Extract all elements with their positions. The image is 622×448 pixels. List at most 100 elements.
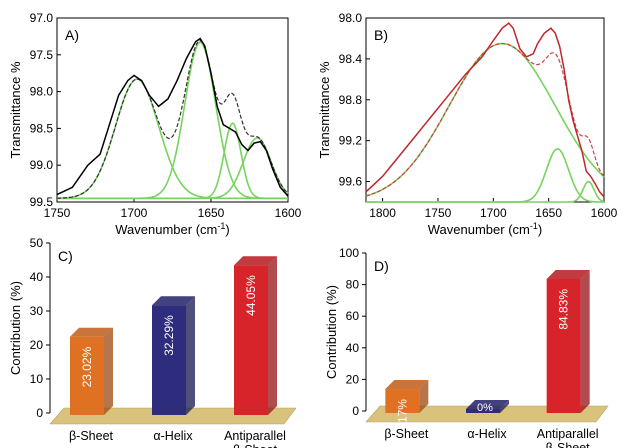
bar-side-shade	[580, 269, 590, 413]
category-label: β-Sheet	[384, 427, 429, 441]
panel-label: C)	[58, 248, 73, 264]
y-tick-label: 99.6	[339, 175, 363, 189]
x-tick-label: 1600	[591, 206, 618, 220]
bar-panel-c: 0 10 20 30 40 50 23.02% β-Sheet 32.29% α-Helix 44.…	[8, 236, 297, 448]
x-tick-label: 1750	[44, 206, 71, 220]
y-tick-label: 99.2	[339, 134, 363, 148]
category-label-line2: β-Sheet	[546, 441, 591, 448]
x-axis-label: Wavenumber (cm-1)	[428, 221, 542, 237]
y-axis-label: Contribution (%)	[8, 281, 23, 375]
x-tick-label: 1800	[369, 206, 396, 220]
bar-side-shade	[268, 256, 277, 415]
bar-side-shade	[500, 400, 509, 413]
bar-top	[152, 296, 195, 306]
y-tick-label: 100	[339, 246, 359, 260]
bar-panel-d: 02040608010015.17%β-Sheet0%α-Helix84.83%…	[324, 246, 609, 448]
bar-1: 23.02%	[70, 327, 113, 415]
y-tick-label: 98.0	[30, 85, 54, 99]
bar-top-shade	[466, 400, 509, 409]
bar-top	[70, 327, 113, 337]
spectrum-panel-b: 98.0 98.4 98.8 99.2 99.6 1800 1750 1700 1650 1600…	[317, 11, 618, 237]
fit-component-3	[366, 180, 605, 203]
bar-side	[186, 296, 195, 415]
y-tick-label: 97.5	[30, 48, 54, 62]
y-tick-label: 20	[30, 338, 44, 352]
bar-front	[152, 305, 186, 415]
bar-top	[385, 380, 429, 390]
y-tick-label: 99.5	[30, 195, 54, 209]
bar-1: 15.17%	[385, 380, 429, 440]
plot-frame	[56, 17, 289, 203]
bar-top-shade	[546, 269, 590, 279]
y-tick-label: 40	[30, 270, 44, 284]
y-tick-label: 40	[346, 341, 360, 355]
category-label: β-Sheet	[69, 429, 114, 443]
x-tick-label: 1600	[275, 206, 302, 220]
y-tick-label: 98.0	[339, 11, 363, 25]
category-label: Antiparallel	[537, 427, 599, 441]
x-axis-label-close: )	[538, 222, 542, 237]
bar-top	[546, 269, 590, 279]
bar-front	[70, 336, 104, 415]
measured-spectrum	[365, 22, 605, 198]
bar-top	[234, 256, 277, 266]
y-tick-label: 80	[346, 278, 360, 292]
x-axis-label-close: )	[225, 222, 229, 237]
panel-label: D)	[374, 258, 389, 274]
y-tick-label: 20	[346, 372, 360, 386]
category-label: α-Helix	[467, 427, 507, 441]
fit-component-1	[57, 78, 288, 200]
y-axis-label: Transmittance %	[8, 61, 23, 158]
bar-value-label: 0%	[477, 402, 493, 414]
bar-value-label: 15.17%	[395, 399, 409, 440]
y-tick-label: 0	[36, 406, 43, 420]
y-tick-label: 60	[346, 309, 360, 323]
x-axis-label: Wavenumber (cm-1)	[115, 221, 229, 237]
y-tick-label: 50	[30, 236, 44, 250]
y-tick-label: 98.4	[339, 52, 363, 66]
measured-spectrum	[56, 37, 289, 197]
fit-envelope	[365, 43, 605, 197]
bar-3: 44.05%	[234, 256, 277, 415]
fit-component-1	[365, 42, 605, 197]
y-tick-label: 97.0	[30, 11, 54, 25]
bar-value-label: 44.05%	[244, 275, 258, 316]
bar-side	[268, 256, 277, 415]
bar-side	[500, 400, 509, 413]
bar-top-shade	[70, 327, 113, 337]
bar-front	[546, 278, 581, 413]
y-tick-label: 30	[30, 304, 44, 318]
fit-component-3	[57, 122, 288, 200]
bar-value-label: 23.02%	[80, 346, 94, 387]
bar-2: 0%	[466, 400, 509, 414]
y-tick-label: 98.8	[339, 93, 363, 107]
bar-side-shade	[104, 327, 113, 415]
panel-label: B)	[374, 27, 388, 43]
x-tick-label: 1650	[198, 206, 225, 220]
bar-front	[234, 265, 268, 415]
bar-top	[466, 400, 509, 409]
category-label-line2: β-Sheet	[233, 443, 278, 448]
bar-2: 32.29%	[152, 296, 195, 415]
y-tick-label: 99.0	[30, 158, 54, 172]
x-tick-label: 1650	[535, 206, 562, 220]
x-axis-label-superscript: -1	[530, 221, 538, 231]
y-tick-label: 10	[30, 372, 44, 386]
x-tick-label: 1750	[425, 206, 452, 220]
fit-envelope	[57, 39, 289, 199]
y-tick-label: 98.5	[30, 121, 54, 135]
y-tick-label: 0	[352, 404, 359, 418]
bar-top-shade	[385, 380, 429, 390]
bar-side	[104, 327, 113, 415]
bar-top-shade	[152, 296, 195, 306]
y-axis-label: Contribution (%)	[324, 285, 339, 379]
category-label: α-Helix	[153, 429, 193, 443]
bar-value-label: 32.29%	[162, 315, 176, 356]
y-axis-label: Transmittance %	[317, 61, 332, 158]
fit-component-4	[57, 137, 289, 200]
bar-front	[466, 409, 500, 413]
bar-side-shade	[419, 380, 429, 413]
bar-side	[419, 380, 429, 413]
bar-3: 84.83%	[546, 269, 590, 413]
